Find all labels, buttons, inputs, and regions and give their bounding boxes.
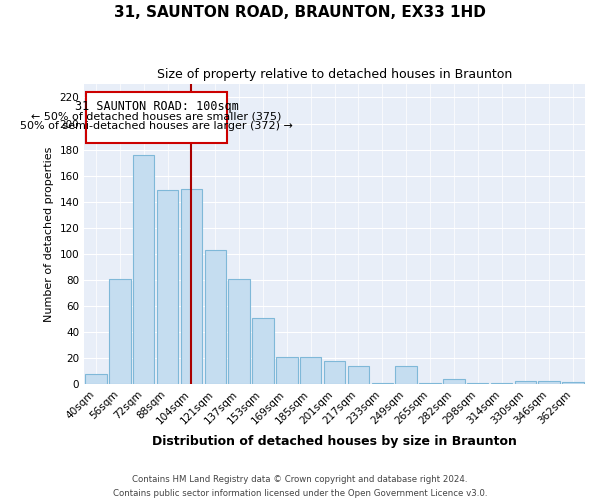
Bar [300,357,322,384]
Title: Size of property relative to detached houses in Braunton: Size of property relative to detached ho… [157,68,512,80]
Bar [181,189,202,384]
Bar [395,366,417,384]
X-axis label: Distribution of detached houses by size in Braunton: Distribution of detached houses by size … [152,434,517,448]
Bar [133,155,154,384]
Bar [467,383,488,384]
Bar [276,357,298,384]
Bar [109,279,131,384]
Text: Contains HM Land Registry data © Crown copyright and database right 2024.
Contai: Contains HM Land Registry data © Crown c… [113,476,487,498]
Bar [538,380,560,384]
Bar [229,279,250,384]
Bar [419,383,440,384]
Bar [371,383,393,384]
Text: 31, SAUNTON ROAD, BRAUNTON, EX33 1HD: 31, SAUNTON ROAD, BRAUNTON, EX33 1HD [114,5,486,20]
Bar [515,380,536,384]
Bar [205,250,226,384]
Text: 50% of semi-detached houses are larger (372) →: 50% of semi-detached houses are larger (… [20,121,293,131]
Bar [252,318,274,384]
Text: 31 SAUNTON ROAD: 100sqm: 31 SAUNTON ROAD: 100sqm [74,100,239,113]
Bar [443,379,464,384]
Bar [491,383,512,384]
FancyBboxPatch shape [86,92,227,143]
Bar [85,374,107,384]
Text: ← 50% of detached houses are smaller (375): ← 50% of detached houses are smaller (37… [31,111,282,121]
Bar [157,190,178,384]
Y-axis label: Number of detached properties: Number of detached properties [44,147,54,322]
Bar [347,366,369,384]
Bar [324,361,345,384]
Bar [562,382,584,384]
